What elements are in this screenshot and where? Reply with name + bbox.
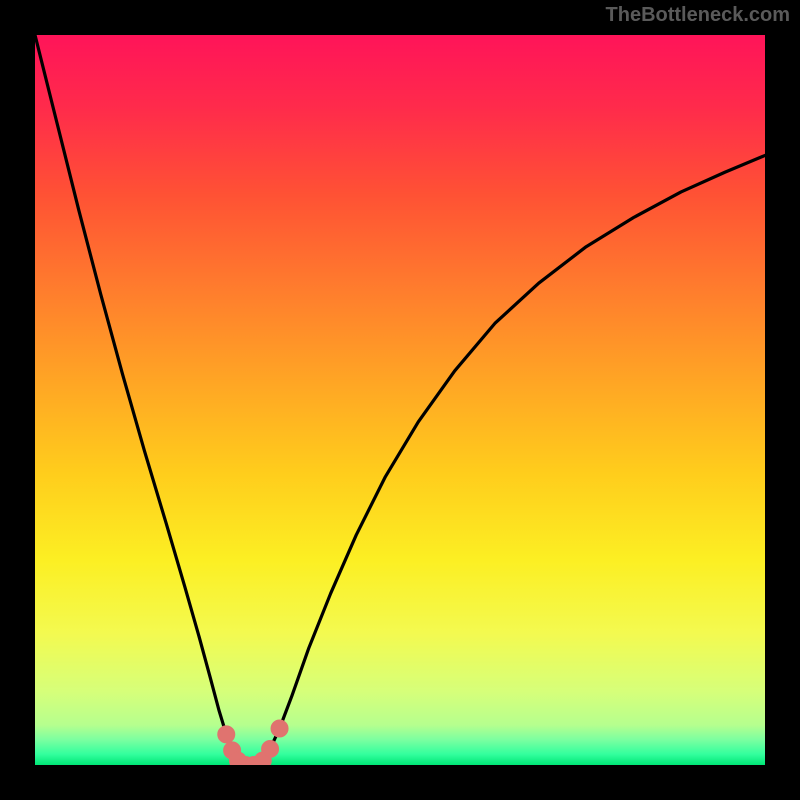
curve-marker: [218, 726, 235, 743]
curve-marker: [262, 740, 279, 757]
curve-marker: [271, 720, 288, 737]
bottleneck-curve: [35, 35, 765, 765]
chart-curve-layer: [35, 35, 765, 765]
watermark-text: TheBottleneck.com: [606, 4, 790, 27]
plot-area: [35, 35, 765, 765]
curve-markers: [218, 720, 288, 765]
